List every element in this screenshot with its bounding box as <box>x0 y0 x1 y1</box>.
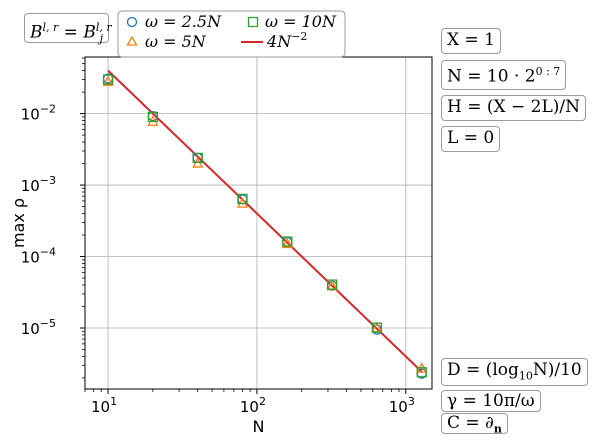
legend: ω = 2.5N ω = 5N ω = 10N 4N−2 <box>117 10 346 58</box>
plot-frame <box>84 56 433 390</box>
y-tick-label: 10−5 <box>21 317 56 338</box>
x-tick-label: 101 <box>91 395 117 416</box>
annotation-x-value: X = 1 <box>441 28 501 54</box>
n-range-base: N = 10 · 2 <box>447 66 536 87</box>
x-axis-label: N <box>253 417 265 436</box>
point-square <box>282 236 293 247</box>
legend-label-series-3: ω = 10N <box>265 12 337 31</box>
annotation-n-range: N = 10 · 20 : 7 <box>441 60 567 90</box>
bj-superscript: l, r <box>95 21 112 34</box>
n-range-exponent: 0 : 7 <box>535 65 561 78</box>
point-square <box>102 74 114 85</box>
annotation-gamma-definition: γ = 10π/ω <box>441 390 541 412</box>
ref-exponent: −2 <box>291 30 307 43</box>
reference-line <box>107 69 423 373</box>
c-def-subscript: n <box>493 422 502 436</box>
legend-label-series-2: ω = 5N <box>145 32 207 51</box>
point-triangle <box>102 75 114 86</box>
d-def-log-base: 10 <box>518 369 533 383</box>
legend-circle-marker <box>126 16 138 28</box>
reference-line-layer <box>107 69 423 373</box>
y-axis-label: max ρ <box>9 198 28 248</box>
d-def-right: N)/10 <box>532 360 582 380</box>
ref-variable: N <box>276 32 292 51</box>
point-square <box>192 152 203 164</box>
legend-triangle-marker <box>126 35 138 46</box>
point-triangle <box>371 321 383 333</box>
point-square <box>147 111 159 123</box>
b-symbol: B <box>30 22 43 43</box>
legend-label-series-1: ω = 2.5N <box>145 12 222 31</box>
data-points <box>102 73 428 379</box>
legend-label-reference: 4N−2 <box>266 30 307 51</box>
y-tick-label: 10−3 <box>21 174 56 195</box>
point-square <box>371 322 383 333</box>
x-tick-label: 102 <box>240 395 266 416</box>
point-triangle <box>281 237 293 249</box>
grid <box>85 57 432 389</box>
y-tick-label: 10−2 <box>21 103 56 124</box>
y-tick-label: 10−4 <box>21 246 56 267</box>
bj-subscript: j <box>99 32 104 46</box>
annotation-boundary-operator: Bl, r = Bl, rj <box>24 13 112 46</box>
annotation-l-value: L = 0 <box>441 126 501 152</box>
annotation-h-definition: H = (X − 2L)/N <box>441 95 587 121</box>
bj-symbol: B <box>83 22 96 43</box>
d-def-left: D = (log <box>447 360 519 380</box>
annotation-c-definition: C = ∂n <box>441 413 508 436</box>
equals-sign: = <box>58 22 84 43</box>
point-square <box>237 193 248 205</box>
x-tick-label: 103 <box>389 395 415 416</box>
annotation-d-definition: D = (log10N)/10 <box>441 358 588 386</box>
c-def-left: C = ∂ <box>447 413 494 433</box>
axis-ticks: 101 102 103 10−5 10−4 10−3 10−2 <box>21 57 415 416</box>
point-square <box>416 367 427 378</box>
point-square <box>326 279 338 290</box>
legend-square-marker <box>247 16 259 28</box>
ref-coefficient: 4 <box>266 32 277 51</box>
b-superscript: l, r <box>42 21 59 34</box>
